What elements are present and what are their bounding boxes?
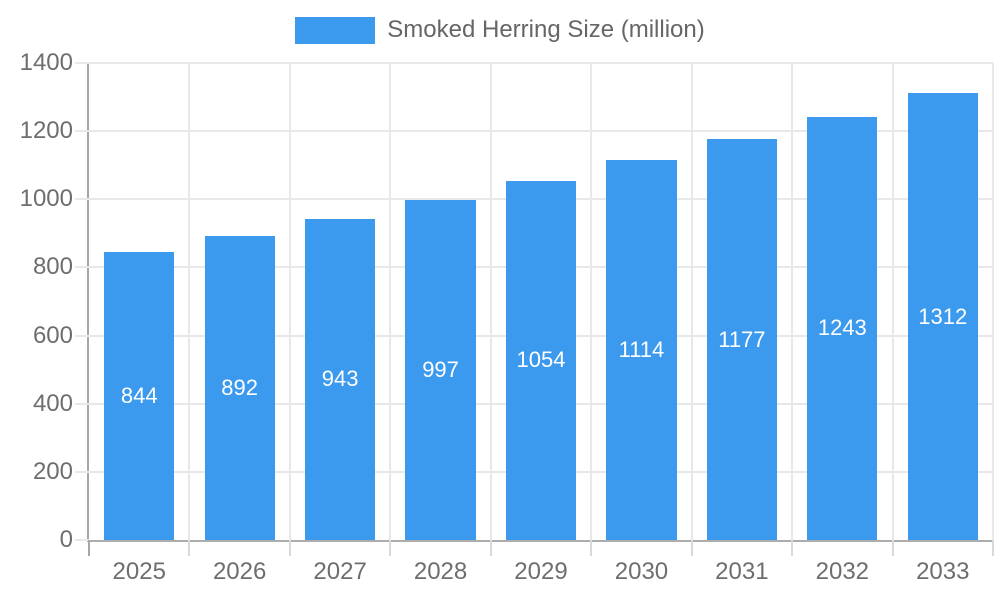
x-axis-tick [489,540,492,556]
y-axis-tick-label: 1000 [19,185,73,213]
bar[interactable] [104,252,175,540]
y-axis-tick-label: 0 [59,526,73,553]
y-axis-tick-label: 400 [32,389,73,417]
gridline-horizontal [75,62,993,64]
gridline-horizontal [75,130,993,133]
x-axis-tick-label: 2032 [815,558,870,585]
x-axis-tick [791,540,794,556]
bar[interactable] [405,200,476,540]
x-axis-tick-label: 2026 [212,558,267,585]
gridline-vertical [188,63,191,540]
x-axis-tick-label: 2029 [514,558,568,585]
bar-value-label: 1243 [817,315,867,341]
gridline-vertical [389,63,392,540]
bar[interactable] [204,236,275,540]
y-axis-tick-label: 800 [32,253,73,281]
bar-value-label: 1177 [718,326,766,352]
gridline-vertical [992,63,994,540]
y-axis-tick-label: 1400 [19,49,73,76]
gridline-vertical [690,63,693,540]
x-axis-tick-label: 2027 [313,558,367,585]
bar-value-label: 943 [321,366,359,392]
x-axis-tick [288,540,291,556]
bar-value-label: 1312 [918,303,968,329]
bar-value-label: 997 [422,357,459,383]
plot-area: 0 200 400 600 800 1000 1200 1400 844 2025 892 2026 9… [20,49,994,585]
legend-swatch [295,16,376,44]
bar[interactable] [706,138,778,540]
x-axis-tick-label: 2025 [112,558,166,585]
y-axis-tick-label: 600 [32,321,73,349]
x-axis-tick-label: 2033 [916,558,970,585]
x-axis-tick [188,540,191,556]
bar[interactable] [907,92,978,540]
bar[interactable] [606,160,677,540]
gridline-vertical [288,63,291,540]
gridline-vertical [891,63,894,540]
bar[interactable] [807,116,878,540]
legend[interactable]: Smoked Herring Size (million) [0,15,1000,45]
y-axis-tick-label: 1200 [19,117,73,145]
x-axis-tick [88,540,90,556]
x-axis-tick [891,540,894,556]
legend-label: Smoked Herring Size (million) [387,16,705,43]
bar-value-label: 1114 [618,337,665,363]
bar[interactable] [505,180,577,540]
x-axis-tick-label: 2030 [614,558,669,585]
x-axis-tick [389,540,392,556]
x-axis-tick [992,540,994,556]
bar[interactable] [304,218,376,540]
y-axis-tick-label: 200 [32,457,73,485]
bar-value-label: 892 [221,375,259,401]
gridline-vertical [791,63,794,540]
gridline-vertical [489,63,492,540]
x-axis-tick-label: 2028 [413,558,468,585]
gridline-vertical [590,63,593,540]
bar-value-label: 844 [120,383,158,409]
x-axis-tick-label: 2031 [715,558,769,585]
x-axis-tick [690,540,693,556]
x-axis-tick [590,540,593,556]
bar-value-label: 1054 [516,347,566,373]
gridline-horizontal [75,539,89,541]
